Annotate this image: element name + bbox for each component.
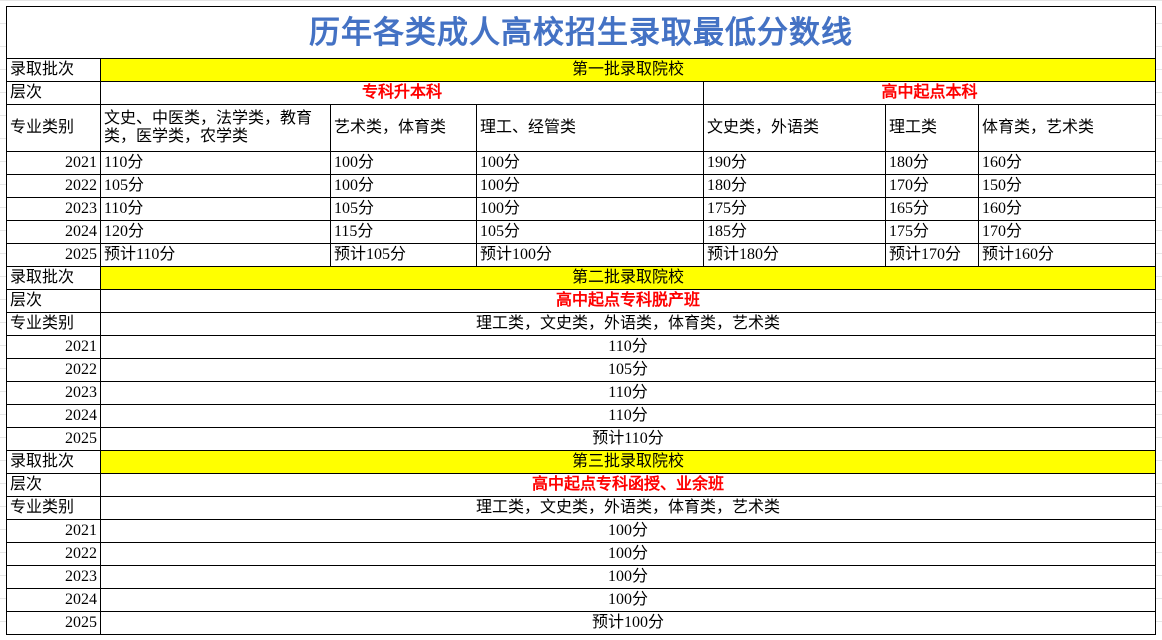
score-cell[interactable]: 预计180分 [703, 243, 886, 267]
score-cell[interactable]: 100分 [100, 542, 1156, 566]
score-cell[interactable]: 105分 [476, 220, 704, 244]
score-cell[interactable]: 预计110分 [100, 243, 331, 267]
year-cell[interactable]: 2024 [6, 588, 101, 612]
table-row: 2022 100分 [6, 542, 1156, 566]
score-cell[interactable]: 110分 [100, 335, 1156, 359]
table-row: 2021 110分 [6, 335, 1156, 359]
batch-label[interactable]: 录取批次 [6, 450, 101, 474]
category-label[interactable]: 专业类别 [6, 104, 101, 152]
level-label[interactable]: 层次 [6, 289, 101, 313]
score-cell[interactable]: 115分 [330, 220, 477, 244]
score-cell[interactable]: 100分 [476, 151, 704, 175]
score-cell[interactable]: 185分 [703, 220, 886, 244]
batch2-level[interactable]: 高中起点专科脱产班 [100, 289, 1156, 313]
score-cell[interactable]: 预计160分 [978, 243, 1156, 267]
table-row: 2025 预计110分 [6, 427, 1156, 451]
score-cell[interactable]: 190分 [703, 151, 886, 175]
batch1-category[interactable]: 文史类，外语类 [703, 104, 886, 152]
table-row: 2021 100分 [6, 519, 1156, 543]
batch3-level[interactable]: 高中起点专科函授、业余班 [100, 473, 1156, 497]
score-cell[interactable]: 160分 [978, 197, 1156, 221]
level-label[interactable]: 层次 [6, 473, 101, 497]
score-cell[interactable]: 170分 [885, 174, 979, 198]
year-cell[interactable]: 2024 [6, 220, 101, 244]
table-row: 2024 100分 [6, 588, 1156, 612]
table-row: 2022 105分 [6, 358, 1156, 382]
batch1-level-2[interactable]: 高中起点本科 [703, 81, 1156, 105]
score-cell[interactable]: 预计100分 [476, 243, 704, 267]
batch2-name[interactable]: 第二批录取院校 [100, 266, 1156, 290]
score-cell[interactable]: 预计170分 [885, 243, 979, 267]
table-row: 2021 110分 100分 100分 190分 180分 160分 [6, 151, 1156, 175]
year-cell[interactable]: 2025 [6, 243, 101, 267]
score-cell[interactable]: 100分 [100, 565, 1156, 589]
batch1-category[interactable]: 理工、经管类 [476, 104, 704, 152]
year-cell[interactable]: 2025 [6, 427, 101, 451]
batch3-category[interactable]: 理工类，文史类，外语类，体育类，艺术类 [100, 496, 1156, 520]
batch3-name[interactable]: 第三批录取院校 [100, 450, 1156, 474]
year-cell[interactable]: 2023 [6, 381, 101, 405]
table-row: 2025 预计100分 [6, 611, 1156, 635]
table-row: 2023 110分 [6, 381, 1156, 405]
table-row: 2025 预计110分 预计105分 预计100分 预计180分 预计170分 预计160分 [6, 243, 1156, 267]
batch-label[interactable]: 录取批次 [6, 58, 101, 82]
score-cell[interactable]: 165分 [885, 197, 979, 221]
score-cell[interactable]: 预计105分 [330, 243, 477, 267]
batch1-category[interactable]: 体育类，艺术类 [978, 104, 1156, 152]
score-cell[interactable]: 110分 [100, 381, 1156, 405]
score-cell[interactable]: 100分 [330, 151, 477, 175]
year-cell[interactable]: 2024 [6, 404, 101, 428]
page-title[interactable]: 历年各类成人高校招生录取最低分数线 [6, 6, 1156, 59]
score-cell[interactable]: 180分 [885, 151, 979, 175]
year-cell[interactable]: 2022 [6, 358, 101, 382]
score-cell[interactable]: 100分 [100, 519, 1156, 543]
table-row: 2024 110分 [6, 404, 1156, 428]
score-table: 历年各类成人高校招生录取最低分数线 录取批次 第一批录取院校 层次 专科升本科 高中起… [6, 6, 1156, 635]
score-cell[interactable]: 150分 [978, 174, 1156, 198]
batch1-category[interactable]: 文史、中医类，法学类，教育类，医学类，农学类 [100, 104, 331, 152]
batch-label[interactable]: 录取批次 [6, 266, 101, 290]
score-cell[interactable]: 180分 [703, 174, 886, 198]
year-cell[interactable]: 2023 [6, 565, 101, 589]
score-cell[interactable]: 175分 [703, 197, 886, 221]
batch2-category[interactable]: 理工类，文史类，外语类，体育类，艺术类 [100, 312, 1156, 336]
score-cell[interactable]: 100分 [330, 174, 477, 198]
score-cell[interactable]: 175分 [885, 220, 979, 244]
score-cell[interactable]: 105分 [100, 358, 1156, 382]
year-cell[interactable]: 2022 [6, 542, 101, 566]
batch1-level-1[interactable]: 专科升本科 [100, 81, 704, 105]
year-cell[interactable]: 2021 [6, 151, 101, 175]
batch1-category[interactable]: 理工类 [885, 104, 979, 152]
year-cell[interactable]: 2023 [6, 197, 101, 221]
year-cell[interactable]: 2025 [6, 611, 101, 635]
score-cell[interactable]: 105分 [330, 197, 477, 221]
table-row: 2023 100分 [6, 565, 1156, 589]
score-cell[interactable]: 160分 [978, 151, 1156, 175]
score-cell[interactable]: 170分 [978, 220, 1156, 244]
score-cell[interactable]: 100分 [476, 174, 704, 198]
score-cell[interactable]: 110分 [100, 404, 1156, 428]
score-cell[interactable]: 100分 [476, 197, 704, 221]
score-cell[interactable]: 预计110分 [100, 427, 1156, 451]
level-label[interactable]: 层次 [6, 81, 101, 105]
batch1-name[interactable]: 第一批录取院校 [100, 58, 1156, 82]
score-cell[interactable]: 110分 [100, 151, 331, 175]
table-row: 2024 120分 115分 105分 185分 175分 170分 [6, 220, 1156, 244]
category-label[interactable]: 专业类别 [6, 496, 101, 520]
table-row: 2022 105分 100分 100分 180分 170分 150分 [6, 174, 1156, 198]
score-cell[interactable]: 100分 [100, 588, 1156, 612]
category-label[interactable]: 专业类别 [6, 312, 101, 336]
table-row: 2023 110分 105分 100分 175分 165分 160分 [6, 197, 1156, 221]
score-cell[interactable]: 120分 [100, 220, 331, 244]
batch1-category[interactable]: 艺术类，体育类 [330, 104, 477, 152]
year-cell[interactable]: 2021 [6, 519, 101, 543]
score-cell[interactable]: 105分 [100, 174, 331, 198]
score-cell[interactable]: 110分 [100, 197, 331, 221]
score-cell[interactable]: 预计100分 [100, 611, 1156, 635]
year-cell[interactable]: 2021 [6, 335, 101, 359]
year-cell[interactable]: 2022 [6, 174, 101, 198]
